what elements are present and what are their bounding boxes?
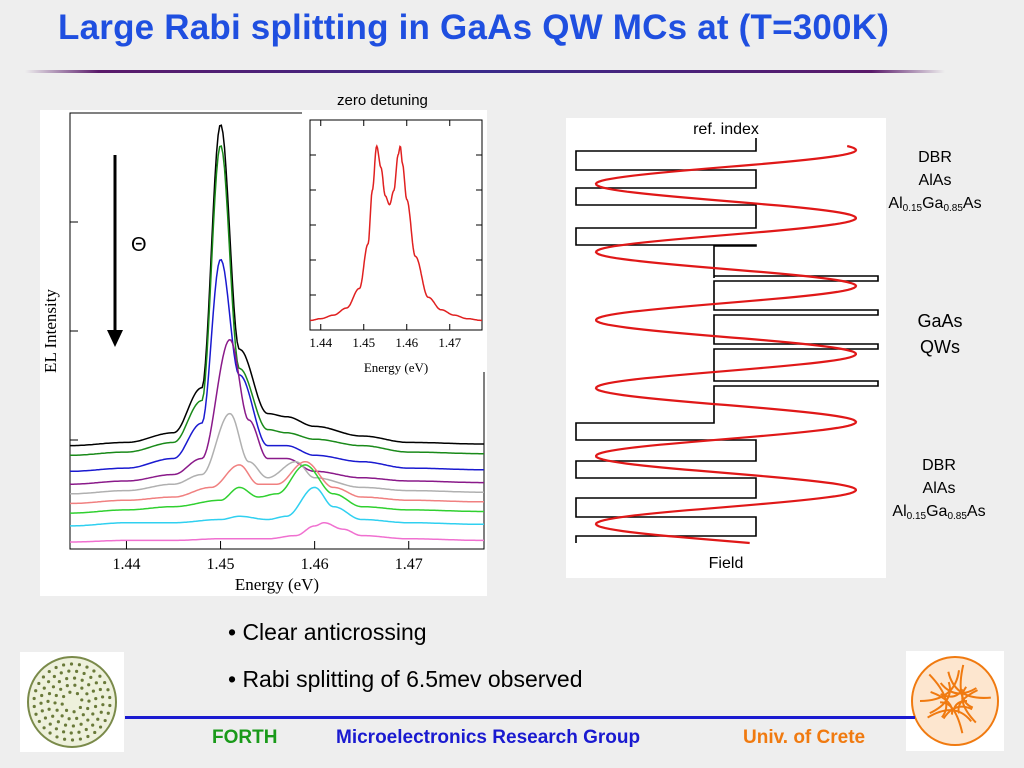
qw-line1: GaAs [917, 311, 963, 331]
main-x-tick-label: 1.45 [207, 556, 235, 573]
inset-series-0 [310, 144, 482, 322]
field-profile [594, 144, 858, 545]
main-series-2 [70, 258, 484, 473]
qw-line2: QWs [920, 337, 960, 357]
dbr-bottom-alloy: Al0.15Ga0.85As [892, 503, 986, 522]
inset-x-tick-label: 1.46 [395, 335, 418, 350]
page-title: Large Rabi splitting in GaAs QW MCs at (… [58, 8, 890, 47]
main-x-tick-label: 1.47 [395, 556, 423, 573]
dbr-top-line2: AlAs [918, 172, 952, 189]
dbr-top-line1: DBR [918, 149, 952, 166]
inset-x-tick-label: 1.44 [309, 335, 332, 350]
footer-group: Microelectronics Research Group [336, 727, 641, 748]
angle-symbol: Θ [131, 234, 147, 256]
el-intensity-chart: 1.44 1.45 1.46 1.47 EL Intensity Energy (eV… [40, 110, 487, 596]
main-series-4 [70, 412, 484, 495]
dbr-bottom-line2: AlAs [922, 480, 956, 497]
main-series-6 [70, 464, 484, 514]
ref-index-label: ref. index [693, 121, 759, 138]
inset-title: zero detuning [337, 92, 428, 109]
main-x-tick-label: 1.44 [112, 556, 140, 573]
univ-crete-logo [906, 651, 1004, 751]
main-series-0 [70, 124, 484, 447]
dbr-bottom-line1: DBR [922, 457, 956, 474]
gaas-qw-label: GaAs QWs [895, 308, 985, 360]
microcavity-structure-diagram: ref. index Field [566, 118, 886, 578]
inset-x-axis-label: Energy (eV) [364, 360, 428, 375]
dbr-top-alloy: Al0.15Ga0.85As [888, 195, 982, 214]
bullet-rabi-splitting: • Rabi splitting of 6.5mev observed [228, 666, 583, 692]
main-series-3 [70, 338, 484, 485]
footer-divider [125, 716, 915, 719]
bullet-anticrossing: • Clear anticrossing [228, 619, 427, 645]
refractive-index-profile [575, 138, 879, 543]
main-series-1 [70, 145, 484, 457]
inset-x-tick-label: 1.47 [438, 335, 461, 350]
main-series-5 [69, 460, 484, 505]
main-y-axis-label: EL Intensity [41, 289, 60, 373]
dbr-top-label: DBR AlAs Al0.15Ga0.85As [868, 146, 1002, 215]
main-x-tick-label: 1.46 [301, 556, 329, 573]
inset-x-tick-label: 1.45 [352, 335, 375, 350]
footer-university: Univ. of Crete [743, 727, 866, 748]
angle-arrow-head [107, 330, 123, 347]
inset-background [302, 112, 486, 372]
footer-forth: FORTH [212, 727, 278, 748]
forth-logo [20, 652, 124, 752]
main-series-8 [70, 522, 484, 543]
main-x-axis-label: Energy (eV) [235, 575, 319, 594]
dbr-bottom-label: DBR AlAs Al0.15Ga0.85As [872, 454, 1006, 523]
main-series-7 [70, 486, 484, 527]
title-divider [25, 70, 945, 73]
field-label: Field [709, 555, 744, 572]
